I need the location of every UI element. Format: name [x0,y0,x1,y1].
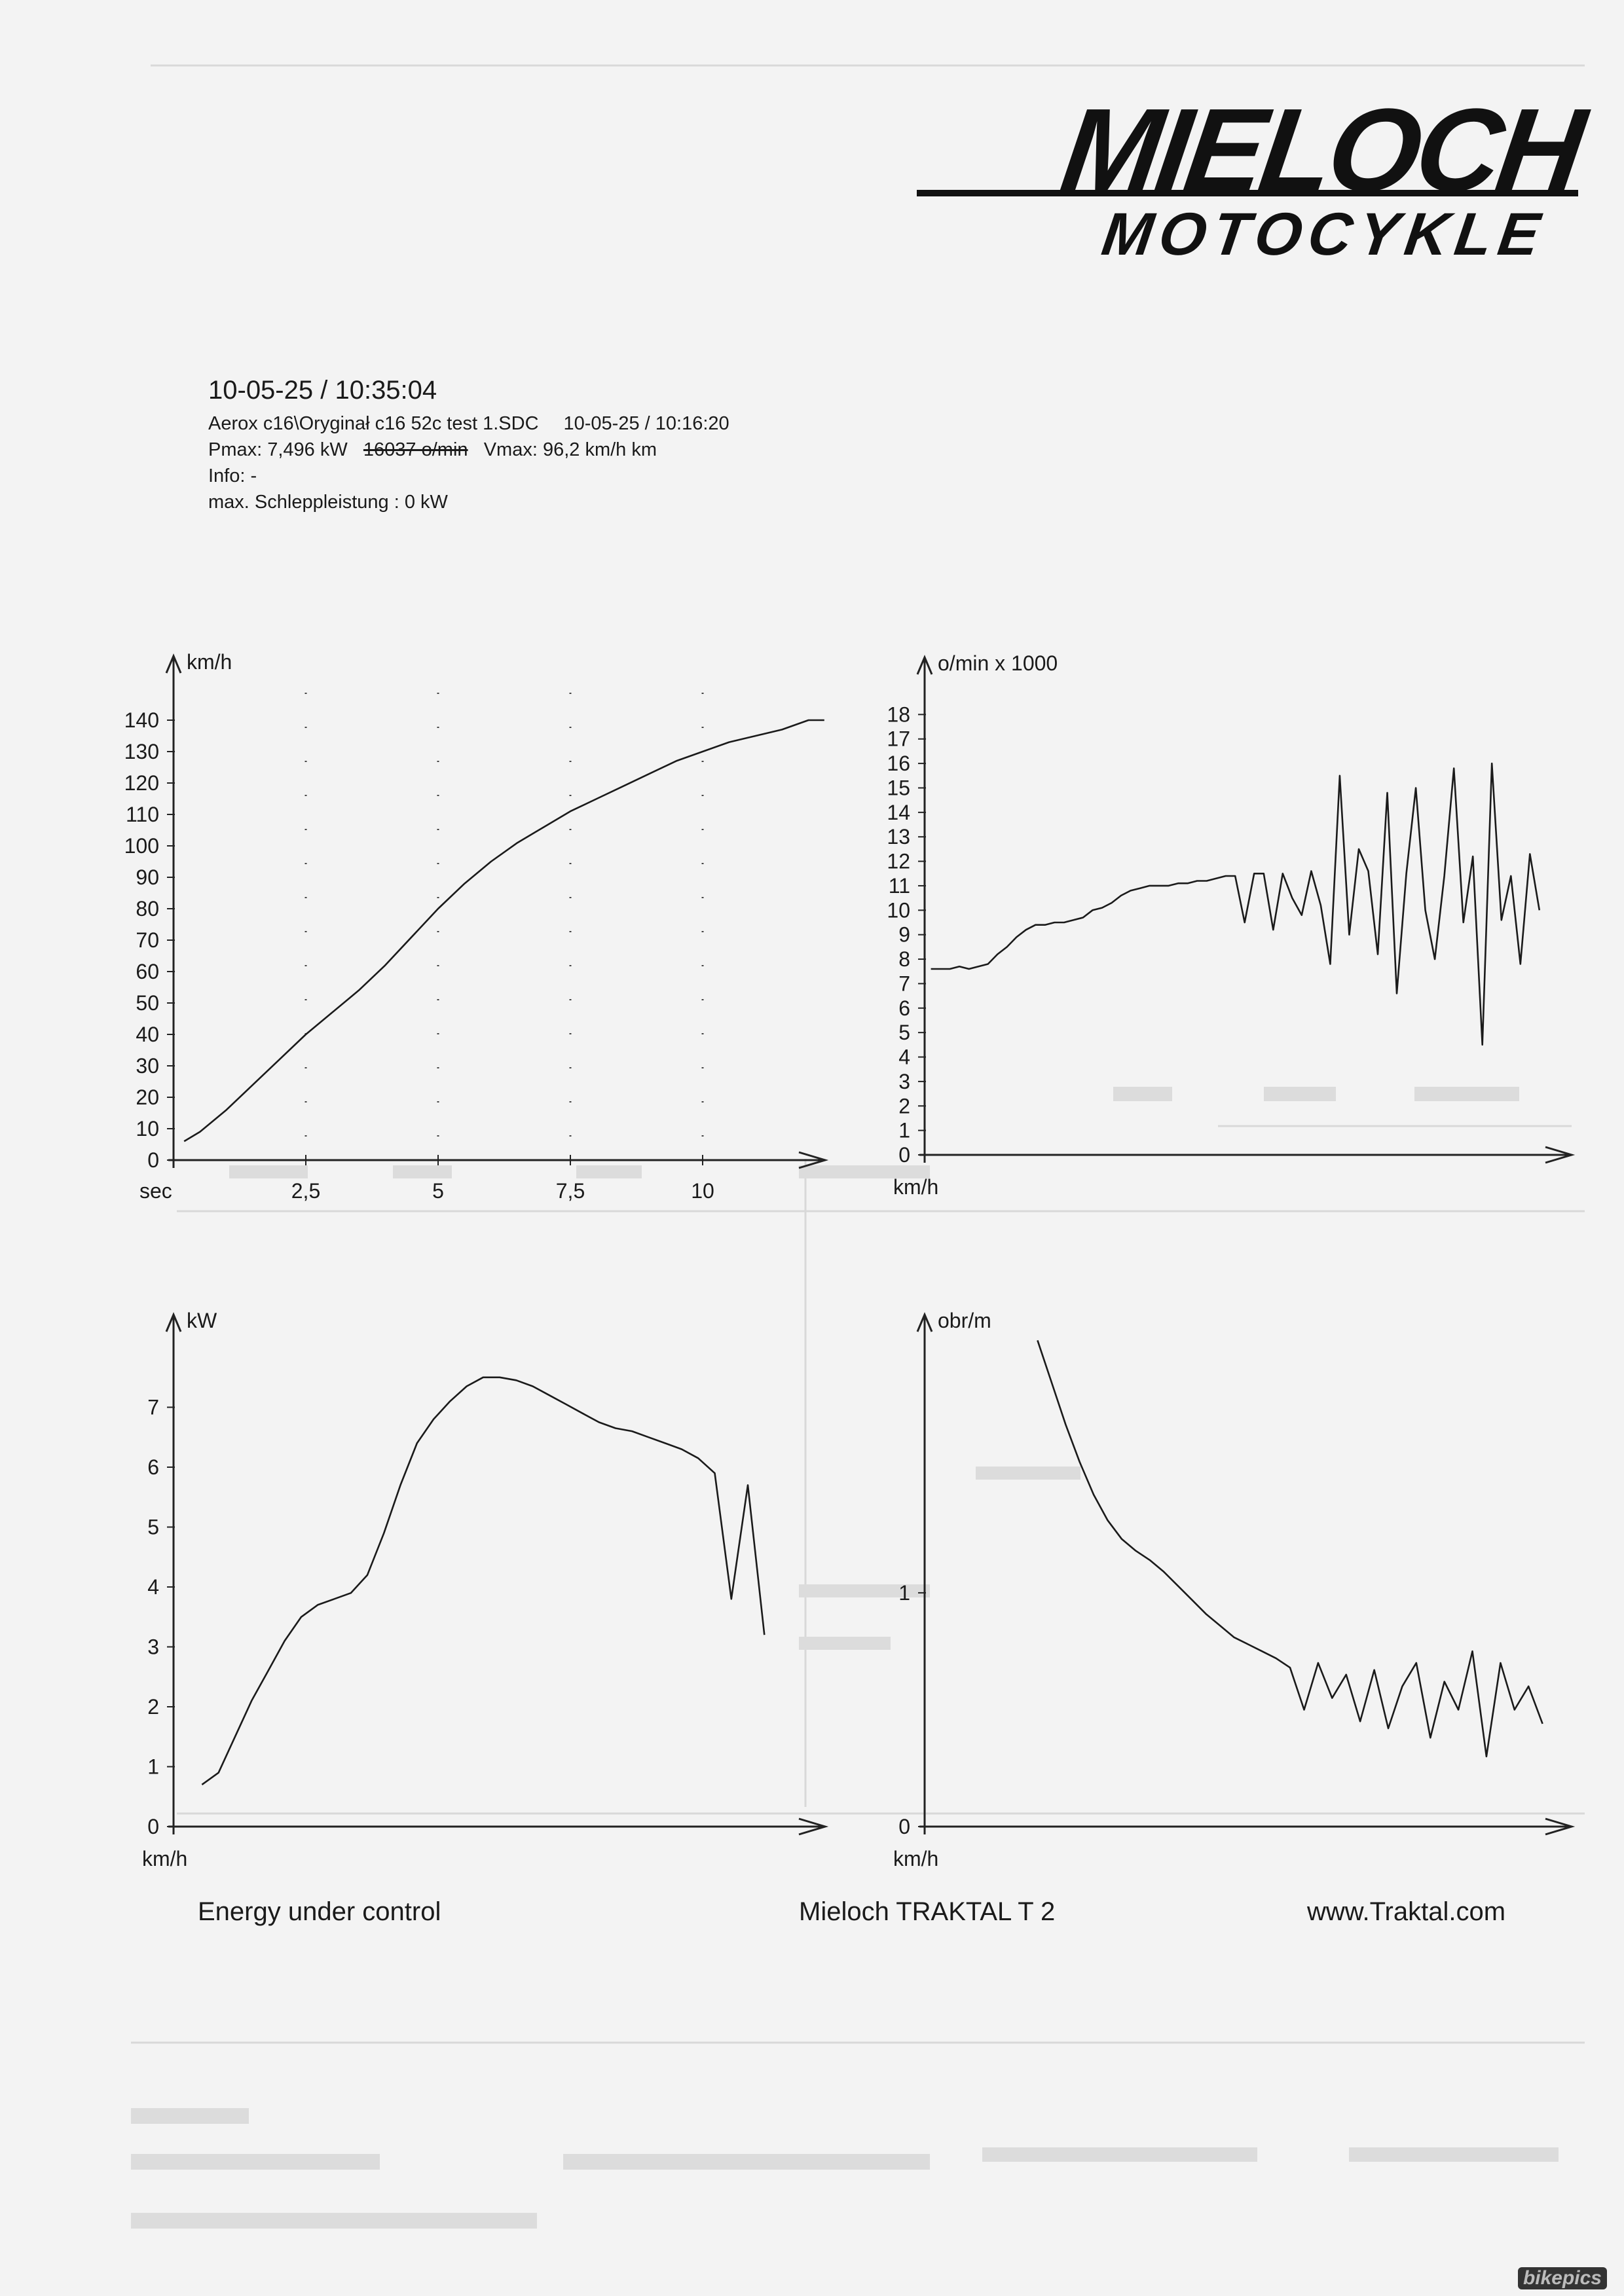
chart3-y-tick-label: 2 [147,1695,159,1719]
chart2-y-tick-label: 4 [898,1046,910,1069]
chart2-y-tick-label: 14 [887,801,910,824]
chart2-y-tick-label: 3 [898,1070,910,1093]
chart3-y-tick-label: 7 [147,1396,159,1419]
footer-website: www.Traktal.com [1307,1897,1506,1926]
chart1-y-tick-label: 0 [147,1148,159,1172]
schlepp-line: max. Schleppleistung : 0 kW [208,492,448,513]
chart1-y-unit-label: km/h [187,650,232,674]
chart1-y-tick-label: 40 [136,1023,159,1046]
chart1-y-tick-label: 120 [124,771,159,795]
chart2-y-tick-label: 16 [887,752,910,775]
chart2-series-line [931,762,1541,1046]
chart1-y-tick-label: 70 [136,928,159,952]
chart1-y-tick-label: 60 [136,960,159,983]
chart3-y-tick-label: 4 [147,1575,159,1599]
chart1-y-tick-label: 50 [136,991,159,1015]
chart2-x-unit-label: km/h [893,1175,938,1199]
chart2-x-axis-arrow [1545,1146,1576,1164]
chart3-x-unit-label: km/h [142,1847,187,1870]
chart3-y-tick-label: 0 [147,1815,159,1838]
chart1-y-tick-label: 130 [124,740,159,763]
chart3-y-tick-label: 6 [147,1455,159,1479]
max-line: Pmax: 7,496 kW 16037 o/min Vmax: 96,2 km… [208,437,729,463]
dyno-charts: km/h0102030405060708090100110120130140se… [124,650,1576,1870]
chart1-y-tick-label: 110 [126,803,159,826]
chart3-series-line [201,1376,766,1785]
chart2-y-tick-label: 5 [898,1021,910,1044]
logo-underline [917,190,1578,196]
chart4-y-unit-label: obr/m [938,1309,991,1332]
crossed-out-rpm: 16037 o/min [363,439,468,460]
chart2-y-tick-label: 13 [887,825,910,848]
chart3-y-tick-label: 1 [147,1755,159,1779]
chart2-y-tick-label: 11 [889,874,910,898]
chart2-y-tick-label: 8 [898,947,910,971]
chart2-y-tick-label: 7 [898,972,910,995]
chart4-x-unit-label: km/h [893,1847,938,1870]
bikepics-watermark: bikepics [1517,2267,1607,2289]
test-header: 10-05-25 / 10:35:04 Aerox c16\Oryginał c… [208,370,729,515]
chart2-y-tick-label: 17 [887,727,910,751]
chart3-y-tick-label: 3 [147,1635,159,1659]
mieloch-motocykle-logo: MIELOCH MOTOCYKLE [904,84,1589,268]
chart2-y-axis-arrow [916,655,933,675]
chart4-series-line [1037,1339,1543,1758]
chart2-y-tick-label: 9 [898,923,910,947]
chart2-y-tick-label: 15 [887,776,910,799]
chart1-x-tick-label: 7,5 [556,1179,585,1203]
info-line: Info: - [208,465,257,486]
chart1-y-tick-label: 100 [124,834,159,858]
file-name: Aerox c16\Oryginał c16 52c test 1.SDC [208,413,539,434]
footer-device: Mieloch TRAKTAL T 2 [799,1897,1056,1926]
footer-slogan: Energy under control [198,1897,441,1926]
chart1-y-tick-label: 140 [124,708,159,732]
chart4-y-tick-label: 1 [898,1581,910,1605]
chart2-y-tick-label: 0 [898,1143,910,1167]
test-datetime: 10-05-25 / 10:35:04 [208,376,437,405]
chart2-y-tick-label: 10 [887,898,910,922]
chart1-y-tick-label: 30 [136,1054,159,1078]
chart3-y-unit-label: kW [187,1309,217,1332]
chart1-x-tick-label: 2,5 [291,1179,320,1203]
chart2-y-tick-label: 6 [898,996,910,1020]
chart3-y-tick-label: 5 [147,1516,159,1539]
file-datetime: 10-05-25 / 10:16:20 [563,413,729,434]
chart3-y-axis-arrow [165,1312,182,1332]
chart2-y-tick-label: 18 [887,702,910,726]
chart1-series-line [183,719,824,1142]
chart1-y-tick-label: 90 [136,866,159,889]
chart2-y-unit-label: o/min x 1000 [938,651,1058,675]
chart4-x-axis-arrow [1545,1817,1576,1836]
pmax-value: Pmax: 7,496 kW [208,439,348,460]
chart2-y-tick-label: 2 [898,1094,910,1118]
chart1-y-axis-arrow [165,653,182,674]
chart1-x-axis-arrow [798,1151,829,1169]
file-line: Aerox c16\Oryginał c16 52c test 1.SDC 10-… [208,410,729,437]
chart1-y-tick-label: 20 [136,1085,159,1109]
chart3-x-axis-arrow [798,1817,829,1836]
chart1-x-unit-label: sec [139,1179,172,1203]
chart4-y-axis-arrow [916,1312,933,1332]
chart2-y-tick-label: 12 [887,850,910,873]
chart1-x-tick-label: 10 [691,1179,714,1203]
chart1-y-tick-label: 80 [136,897,159,920]
chart1-x-tick-label: 5 [432,1179,444,1203]
vmax-value: Vmax: 96,2 km/h km [483,439,657,460]
chart2-y-tick-label: 1 [898,1119,910,1142]
chart1-y-tick-label: 10 [136,1117,159,1140]
chart4-y-tick-label: 0 [898,1815,910,1838]
